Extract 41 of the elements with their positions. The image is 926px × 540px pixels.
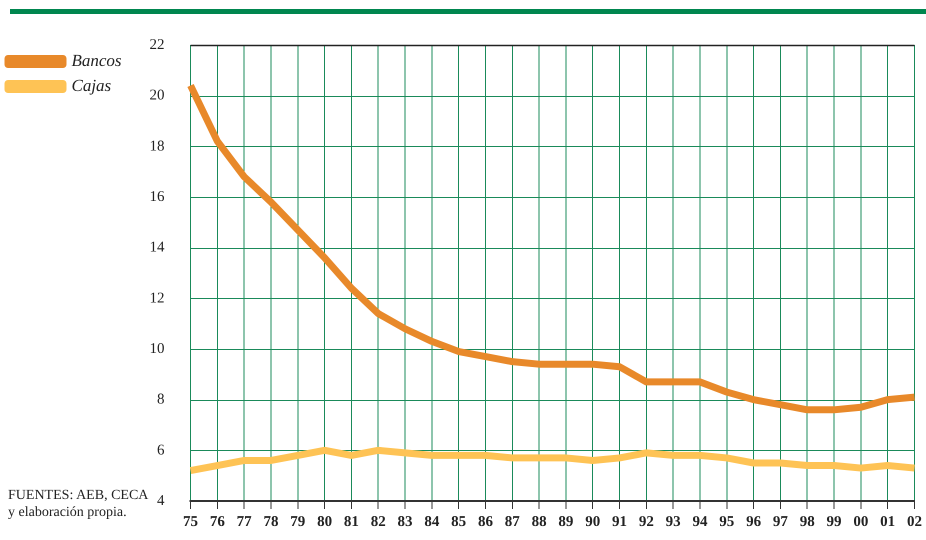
y-tick-label: 14	[150, 240, 166, 256]
y-tick-label: 4	[157, 492, 166, 509]
y-tick-label: 22	[150, 36, 165, 53]
x-tick-label: 85	[451, 514, 466, 530]
x-tick-label: 96	[746, 514, 762, 530]
source-note: FUENTES: AEB, CECA y elaboración propia.	[8, 487, 148, 521]
x-tick-label: 89	[558, 514, 574, 530]
x-tick-label: 90	[585, 514, 600, 530]
y-tick-label: 18	[150, 138, 165, 154]
x-tick-label: 00	[853, 514, 868, 530]
x-tick-label: 86	[478, 514, 494, 530]
x-tick-label: 93	[666, 514, 681, 530]
legend-label: Cajas	[72, 76, 112, 95]
x-tick-label: 75	[183, 514, 198, 530]
y-tick-label: 8	[157, 392, 165, 408]
x-tick-label: 92	[638, 514, 654, 530]
y-tick-label: 16	[150, 188, 166, 205]
y-tick-label: 20	[150, 88, 165, 104]
x-tick-label: 80	[317, 514, 332, 530]
x-tick-label: 91	[612, 514, 628, 530]
x-tick-label: 94	[692, 514, 708, 530]
y-tick-label: 6	[157, 442, 166, 458]
x-tick-label: 95	[719, 514, 734, 530]
x-tick-label: 97	[772, 514, 788, 530]
x-tick-label: 84	[424, 514, 440, 530]
x-tick-label: 88	[532, 514, 547, 530]
x-tick-label: 78	[263, 514, 278, 530]
legend-label: Bancos	[72, 50, 122, 70]
x-tick-label: 83	[398, 514, 413, 530]
y-tick-label: 12	[150, 290, 165, 306]
x-tick-label: 81	[344, 514, 359, 530]
x-tick-label: 77	[236, 514, 252, 530]
x-tick-label: 02	[907, 514, 922, 530]
x-tick-label: 79	[290, 514, 306, 530]
x-tick-label: 76	[210, 514, 226, 530]
y-tick-label: 10	[150, 340, 165, 357]
x-tick-label: 98	[800, 514, 815, 530]
x-tick-label: 87	[504, 514, 520, 530]
x-tick-label: 99	[826, 514, 842, 530]
x-tick-label: 82	[370, 514, 386, 530]
x-tick-label: 01	[880, 514, 896, 530]
